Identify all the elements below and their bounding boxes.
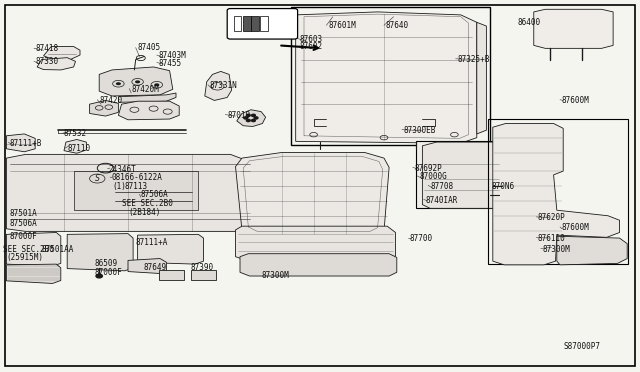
Text: 87640: 87640 <box>385 21 408 30</box>
Text: 87300M: 87300M <box>261 271 289 280</box>
Text: 87420: 87420 <box>99 96 122 105</box>
Text: (1): (1) <box>112 182 126 190</box>
Polygon shape <box>118 93 176 102</box>
Text: 87000F: 87000F <box>10 232 37 241</box>
Text: 87601M: 87601M <box>328 21 356 30</box>
Bar <box>416 141 504 208</box>
Bar <box>234 16 241 31</box>
Text: 87300M: 87300M <box>543 245 570 254</box>
Bar <box>488 119 628 264</box>
Circle shape <box>244 117 248 119</box>
Text: 24346T: 24346T <box>109 165 136 174</box>
Text: 87113: 87113 <box>125 182 148 190</box>
FancyBboxPatch shape <box>227 9 298 39</box>
Polygon shape <box>205 71 232 100</box>
Polygon shape <box>191 270 216 280</box>
Text: 87501AA: 87501AA <box>42 245 74 254</box>
Text: 87300EB: 87300EB <box>403 126 436 135</box>
Text: 87602: 87602 <box>300 42 323 51</box>
Text: 87600M: 87600M <box>562 223 589 232</box>
Text: 86509: 86509 <box>95 259 118 268</box>
Polygon shape <box>67 234 133 271</box>
Text: 87420M: 87420M <box>131 85 159 94</box>
Polygon shape <box>74 171 198 210</box>
Text: 87110: 87110 <box>67 144 90 153</box>
Text: 87532: 87532 <box>64 129 87 138</box>
Bar <box>260 16 268 31</box>
Text: 87111+B: 87111+B <box>10 139 42 148</box>
Polygon shape <box>6 154 256 231</box>
Polygon shape <box>64 140 86 153</box>
Text: 876110: 876110 <box>538 234 565 243</box>
Text: 08166-6122A: 08166-6122A <box>112 173 163 182</box>
Polygon shape <box>6 264 61 283</box>
Polygon shape <box>118 101 179 120</box>
Text: (2B184): (2B184) <box>128 208 161 217</box>
Text: SEE SEC.2B0: SEE SEC.2B0 <box>3 245 54 254</box>
Text: 87501A: 87501A <box>10 209 37 218</box>
Text: 8740IAR: 8740IAR <box>426 196 458 205</box>
Polygon shape <box>493 124 620 265</box>
Text: 87649: 87649 <box>144 263 167 272</box>
Text: 87405: 87405 <box>138 43 161 52</box>
Text: 87455: 87455 <box>159 59 182 68</box>
Text: 87692P: 87692P <box>415 164 442 173</box>
Text: 87000F: 87000F <box>95 268 122 277</box>
Text: 87330: 87330 <box>35 57 58 66</box>
Polygon shape <box>159 270 184 280</box>
Polygon shape <box>237 110 266 126</box>
Polygon shape <box>128 259 166 273</box>
Circle shape <box>135 80 140 83</box>
Polygon shape <box>90 100 118 116</box>
Text: S: S <box>95 174 100 183</box>
Text: 87019: 87019 <box>227 111 250 120</box>
Polygon shape <box>296 12 477 143</box>
Circle shape <box>252 119 255 122</box>
Polygon shape <box>557 236 627 265</box>
Text: 87111+A: 87111+A <box>136 238 168 247</box>
Bar <box>251 16 259 31</box>
Bar <box>291 7 490 145</box>
Circle shape <box>116 82 121 85</box>
Polygon shape <box>236 226 396 261</box>
Text: 87390: 87390 <box>191 263 214 272</box>
Polygon shape <box>99 67 173 96</box>
Text: 87708: 87708 <box>430 182 453 190</box>
Text: 87000G: 87000G <box>419 172 447 181</box>
Text: S87000P7: S87000P7 <box>563 342 600 351</box>
Text: 87506A: 87506A <box>141 190 168 199</box>
Text: SEE SEC.2B0: SEE SEC.2B0 <box>122 199 172 208</box>
Polygon shape <box>138 234 204 264</box>
Polygon shape <box>240 254 397 276</box>
Text: 87403M: 87403M <box>159 51 186 60</box>
Polygon shape <box>6 134 35 152</box>
Polygon shape <box>6 232 61 266</box>
Text: 87600M: 87600M <box>562 96 589 105</box>
Text: 87506A: 87506A <box>10 219 37 228</box>
Circle shape <box>154 83 159 86</box>
Text: 87620P: 87620P <box>538 213 565 222</box>
Polygon shape <box>236 153 389 236</box>
Text: (25915M): (25915M) <box>6 253 44 262</box>
Text: 87418: 87418 <box>35 44 58 53</box>
Circle shape <box>252 114 255 116</box>
Circle shape <box>246 114 250 116</box>
Text: 87331N: 87331N <box>210 81 237 90</box>
Text: 87700: 87700 <box>410 234 433 243</box>
Polygon shape <box>44 46 80 60</box>
Polygon shape <box>422 142 500 208</box>
Text: 86400: 86400 <box>517 18 540 27</box>
Circle shape <box>254 117 258 119</box>
Polygon shape <box>477 22 486 134</box>
Polygon shape <box>534 9 613 48</box>
Circle shape <box>246 119 250 122</box>
Polygon shape <box>37 58 76 70</box>
Text: 87603: 87603 <box>300 35 323 44</box>
Text: 87325+B: 87325+B <box>458 55 490 64</box>
Bar <box>243 16 251 31</box>
Text: 870N6: 870N6 <box>492 182 515 190</box>
Circle shape <box>96 274 102 278</box>
